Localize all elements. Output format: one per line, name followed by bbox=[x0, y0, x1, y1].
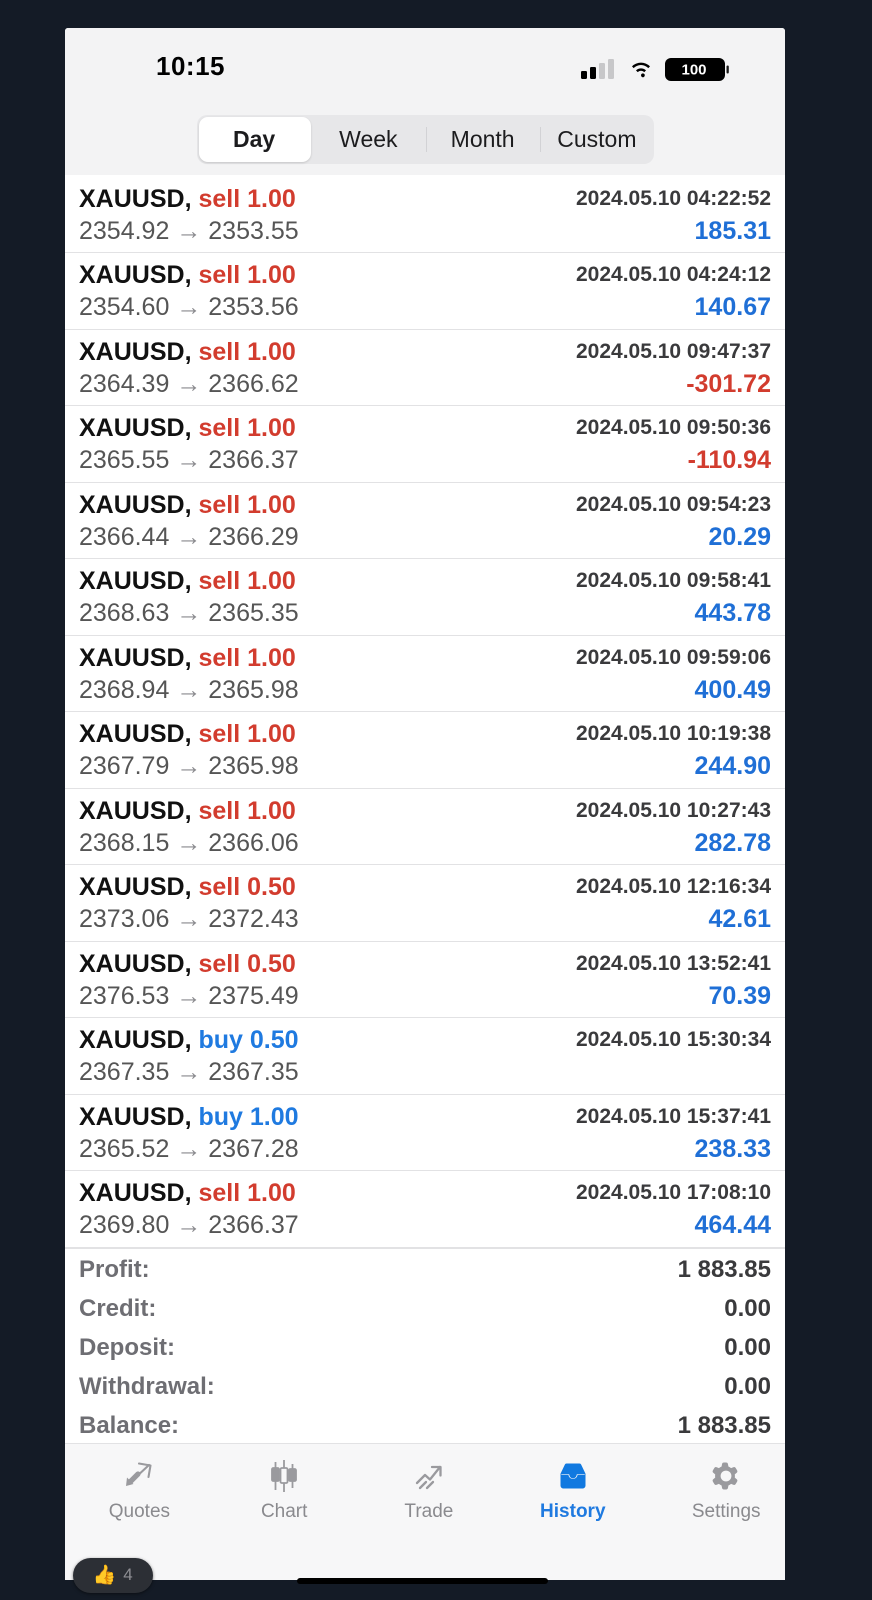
svg-text:100: 100 bbox=[681, 62, 706, 79]
